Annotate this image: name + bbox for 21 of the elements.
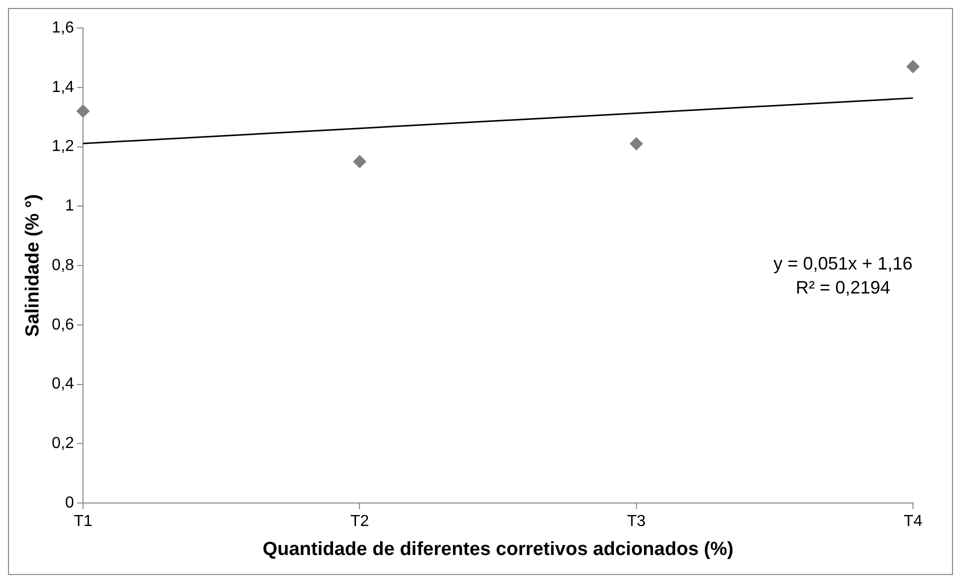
annotation: R² = 0,2194 [796,278,890,298]
x-tick-label: T1 [74,513,92,530]
x-tick-label: T2 [350,513,370,530]
y-tick-label: 0,6 [52,316,74,334]
x-axis-title: Quantidade de diferentes corretivos adcionados (%) [262,538,734,560]
y-tick-label: 1,2 [52,138,74,156]
y-tick-label: 0 [65,494,74,512]
y-tick-label: 0,8 [52,256,74,274]
y-tick-label: 1,4 [52,78,74,96]
x-tick-label: T4 [904,513,922,530]
point [76,104,90,118]
point [906,60,920,74]
y-axis-title: Salinidade (% °) [22,194,44,337]
x-tick-label: T3 [627,513,646,530]
y-tick-label: 1 [65,198,74,215]
y-tick-label: 1,6 [52,19,74,36]
y-tick-label: 0,4 [52,376,74,393]
y-tick-label: 0,2 [52,435,74,452]
point [630,137,643,150]
annotation: y = 0,051x + 1,16 [773,254,913,274]
point [353,155,366,168]
